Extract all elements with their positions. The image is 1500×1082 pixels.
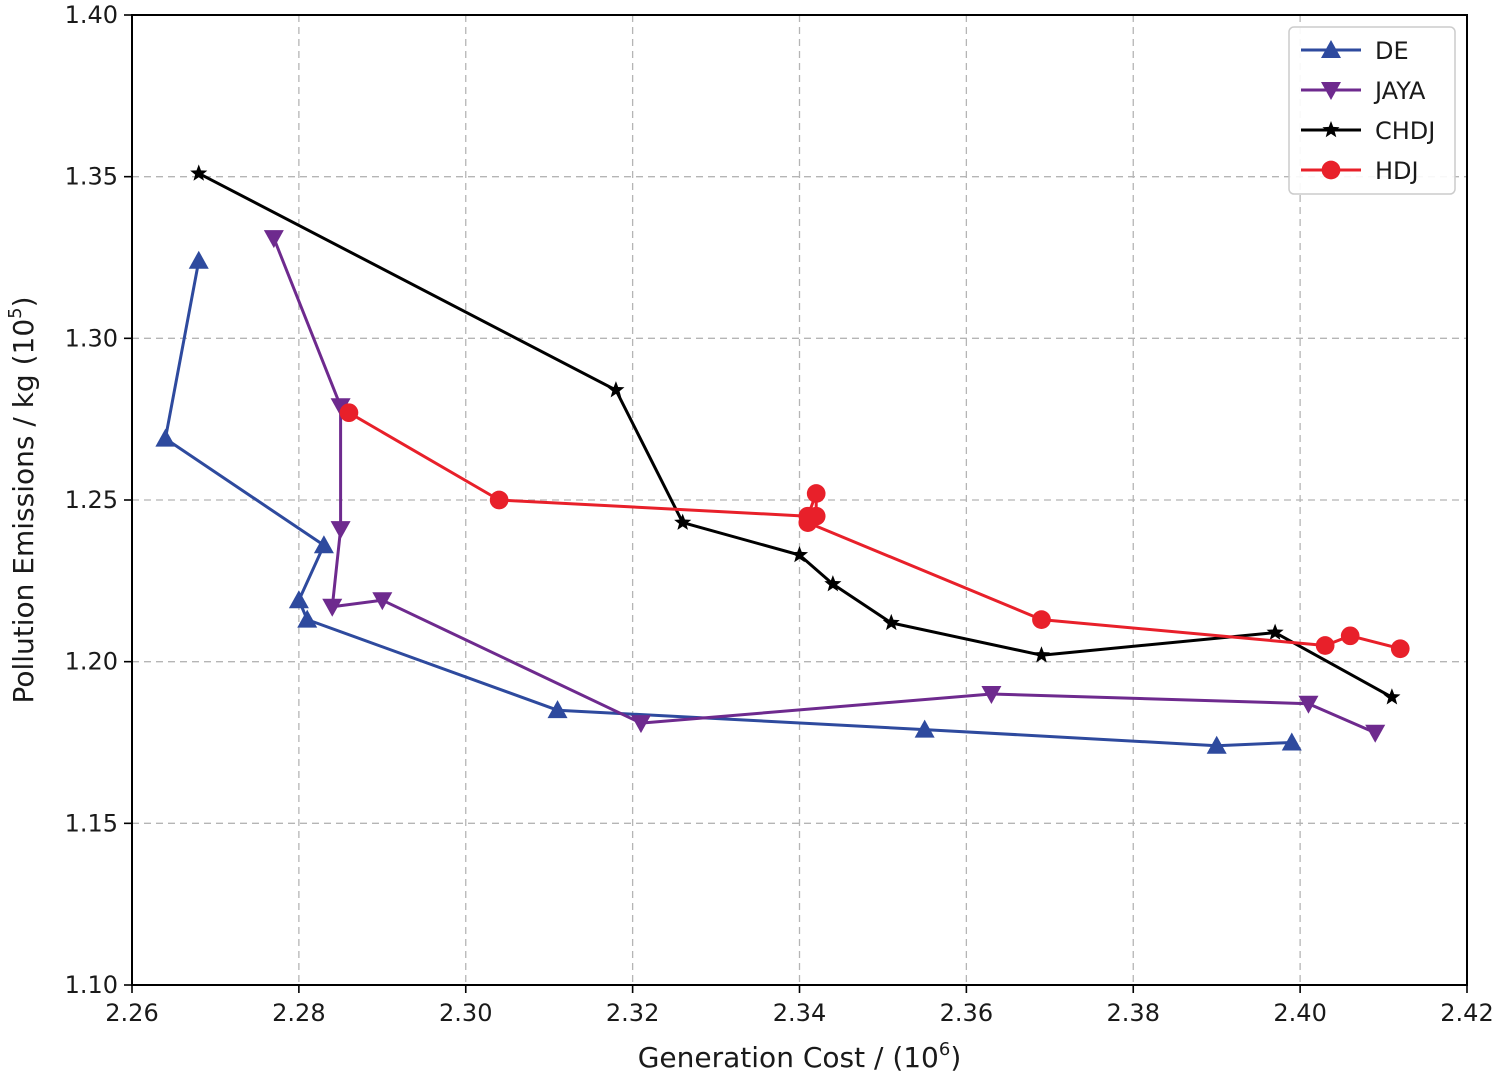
- x-tick-label: 2.40: [1273, 999, 1326, 1027]
- data-point-jaya: [263, 230, 284, 249]
- x-tick-label: 2.28: [272, 999, 325, 1027]
- data-point-de: [547, 700, 568, 719]
- data-point-de: [313, 535, 334, 554]
- y-tick-label: 1.10: [65, 971, 118, 999]
- data-point-hdj: [1315, 636, 1335, 655]
- legend-marker-de: [1321, 40, 1341, 58]
- x-tick-label: 2.42: [1440, 999, 1493, 1027]
- data-point-de: [288, 590, 309, 609]
- y-tick-label: 1.35: [65, 163, 118, 191]
- legend-box: [1288, 26, 1456, 195]
- data-point-jaya: [981, 686, 1002, 704]
- data-point-chdj: [1383, 688, 1401, 705]
- y-axis-label: Pollution Emissions / kg (105): [5, 296, 40, 703]
- x-tick-label: 2.38: [1107, 999, 1160, 1027]
- x-tick-label: 2.32: [606, 999, 659, 1027]
- x-tick-label: 2.30: [439, 999, 492, 1027]
- data-point-jaya: [1365, 724, 1386, 743]
- data-point-hdj: [339, 403, 359, 423]
- data-point-jaya: [322, 598, 343, 617]
- data-point-hdj: [1032, 610, 1051, 629]
- data-point-chdj: [190, 164, 208, 181]
- y-tick-label: 1.25: [65, 486, 118, 514]
- data-point-jaya: [372, 592, 393, 611]
- data-point-chdj: [882, 613, 900, 631]
- data-point-hdj: [806, 484, 826, 503]
- legend-label-hdj: HDJ: [1375, 157, 1419, 185]
- data-point-hdj: [1390, 639, 1410, 659]
- series-layer: [155, 164, 1410, 754]
- series-chdj: [190, 164, 1401, 705]
- data-point-hdj: [489, 490, 509, 510]
- data-point-jaya: [330, 521, 351, 540]
- legend-label-jaya: JAYA: [1373, 77, 1426, 105]
- axis-ticks: 2.26 2.28 2.30 2.32 2.34 2.36 2.38 2.40 2.42 1.10…: [65, 1, 1494, 1027]
- series-hdj: [339, 403, 1410, 659]
- y-tick-label: 1.30: [65, 324, 118, 352]
- data-point-de: [155, 428, 176, 447]
- x-tick-label: 2.34: [773, 999, 826, 1027]
- x-tick-label: 2.26: [105, 999, 158, 1027]
- data-point-de: [188, 250, 209, 269]
- data-point-jaya: [1298, 695, 1319, 714]
- data-point-hdj: [798, 513, 818, 532]
- data-point-chdj: [607, 381, 625, 398]
- data-point-chdj: [790, 545, 809, 563]
- series-de: [155, 250, 1302, 754]
- y-tick-label: 1.20: [65, 648, 118, 676]
- data-point-de: [1206, 735, 1227, 754]
- data-point-chdj: [674, 513, 692, 530]
- data-point-jaya: [630, 715, 651, 734]
- data-point-de: [297, 609, 318, 628]
- y-tick-label: 1.40: [65, 1, 118, 29]
- legend-marker-chdj: [1322, 121, 1340, 138]
- legend-marker-jaya: [1321, 82, 1341, 100]
- data-point-chdj: [1032, 646, 1051, 663]
- series-jaya: [263, 230, 1386, 743]
- data-point-de: [1281, 732, 1302, 751]
- data-point-de: [914, 719, 935, 738]
- legend: DE JAYA CHDJ HDJ: [1288, 26, 1456, 195]
- legend-marker-hdj: [1321, 160, 1341, 180]
- data-point-jaya: [330, 398, 351, 417]
- legend-label-chdj: CHDJ: [1375, 117, 1435, 145]
- data-point-hdj: [1340, 626, 1360, 646]
- x-axis-label: Generation Cost / (106): [638, 1039, 962, 1074]
- y-tick-label: 1.15: [65, 809, 118, 837]
- data-point-chdj: [1266, 623, 1284, 640]
- legend-label-de: DE: [1375, 37, 1409, 65]
- data-point-chdj: [824, 575, 842, 592]
- x-tick-label: 2.36: [940, 999, 993, 1027]
